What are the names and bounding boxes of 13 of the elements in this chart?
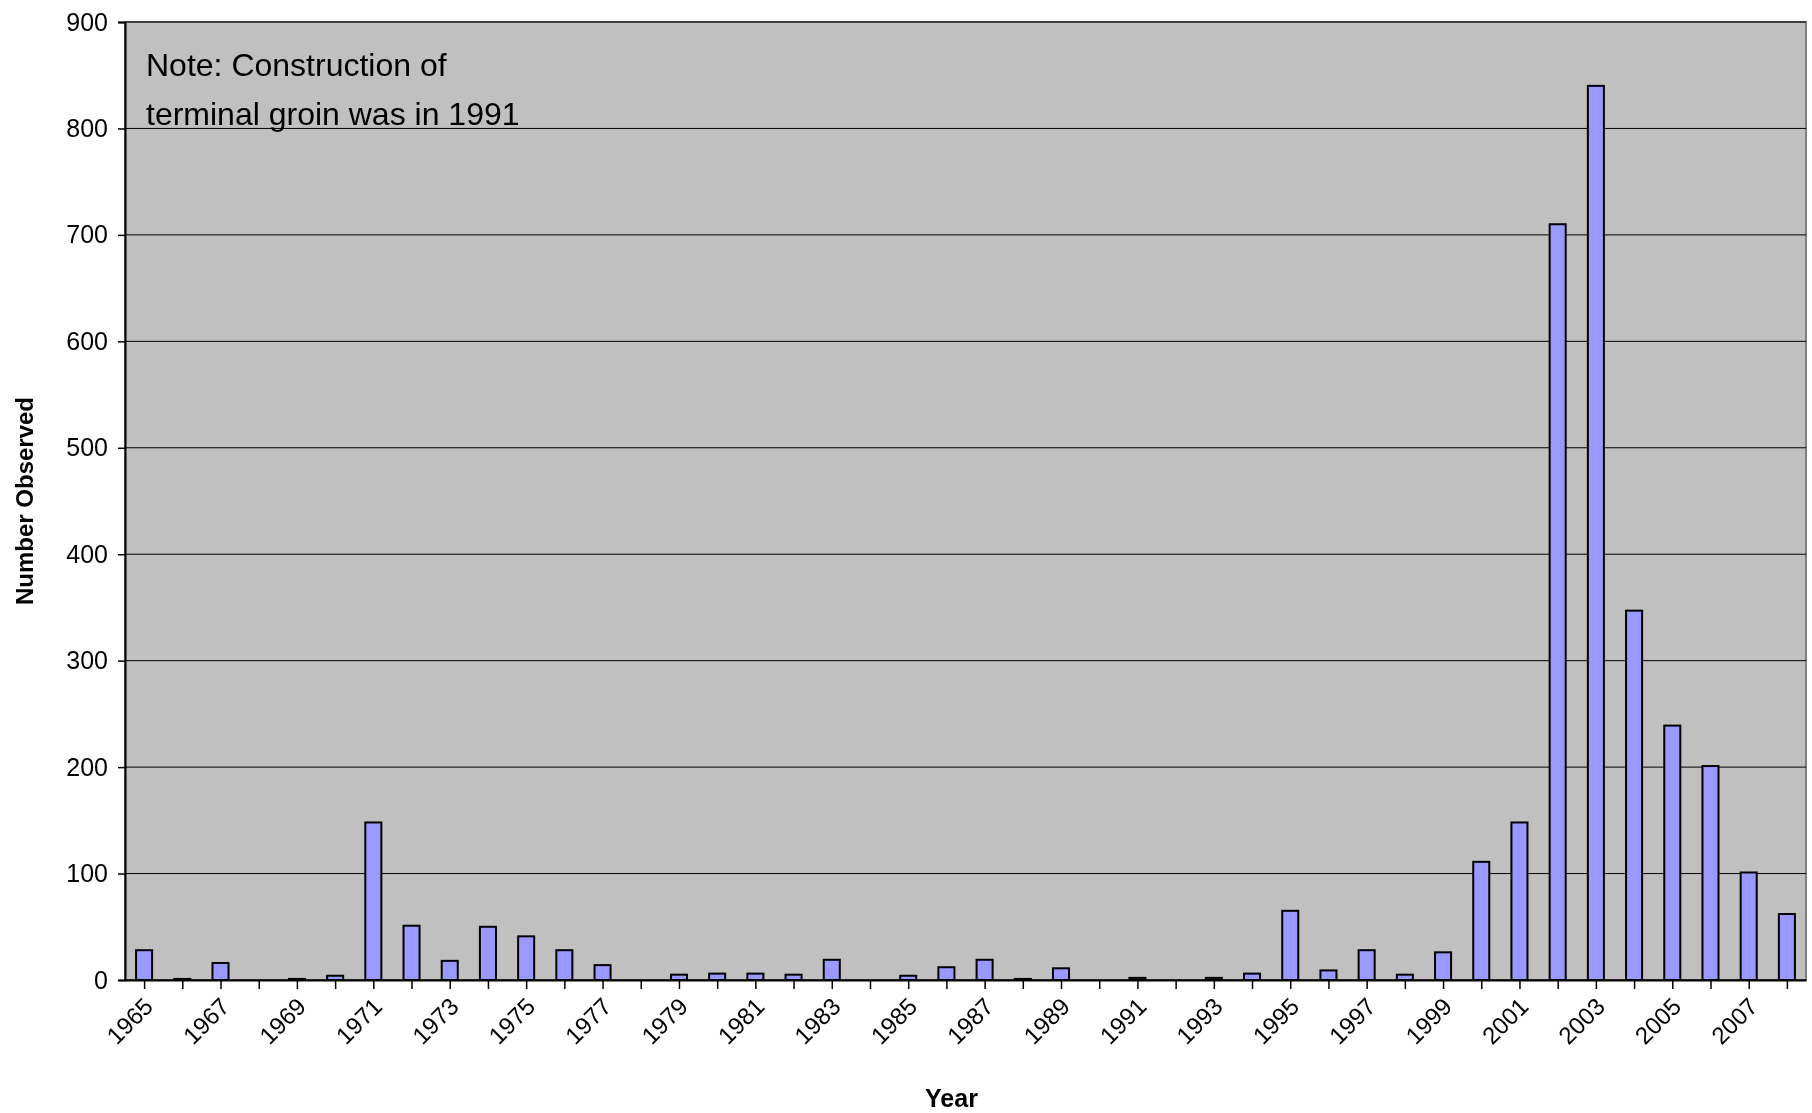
y-tick-label: 400: [66, 539, 108, 568]
annotation: Note: Construction of terminal groin was in 1991: [146, 47, 520, 132]
x-axis-title: Year: [925, 1084, 979, 1112]
y-axis-title: Number Observed: [11, 396, 38, 606]
y-tick-label: 100: [66, 859, 108, 888]
y-tick-label: 500: [66, 433, 108, 462]
y-tick-label: 600: [66, 326, 108, 355]
y-tick-label: 0: [94, 965, 108, 994]
y-tick-label: 200: [66, 752, 108, 781]
y-tick-label: 700: [66, 220, 108, 249]
y-tick-label: 300: [66, 646, 108, 675]
y-tick-label: 800: [66, 113, 108, 142]
y-tick-label: 900: [66, 7, 108, 36]
